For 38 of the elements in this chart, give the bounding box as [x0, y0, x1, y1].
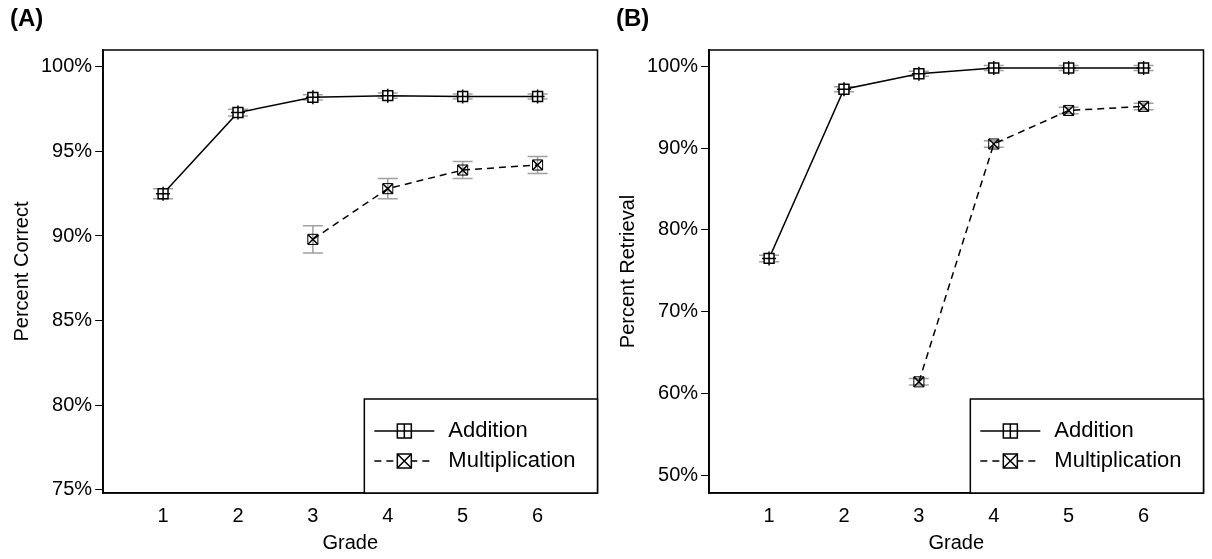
point [913, 376, 925, 388]
chart-title: (B) [616, 4, 650, 32]
x-tick-label: 5 [1063, 503, 1075, 526]
x-tick-label: 1 [763, 503, 775, 526]
legend-label: Addition [1054, 417, 1134, 443]
x-tick-label: 2 [838, 503, 850, 526]
y-axis-title: Percent Retrieval [615, 194, 638, 349]
y-axis-title: Percent Correct [9, 201, 32, 342]
y-tick-label: 85% [52, 308, 93, 331]
x-tick-label: 1 [157, 503, 169, 526]
x-tick-label: 5 [457, 503, 469, 526]
y-tick-label: 70% [658, 299, 699, 322]
point [988, 138, 1000, 150]
legend-label: Multiplication [448, 447, 576, 473]
y-tick-label: 75% [52, 477, 93, 500]
legend-label: Multiplication [1054, 447, 1182, 473]
y-tick-label: 90% [52, 223, 93, 246]
x-tick-label: 6 [1138, 503, 1150, 526]
y-tick-label: 95% [52, 138, 93, 161]
y-tick-label: 90% [658, 135, 699, 158]
point [1137, 100, 1150, 113]
y-tick-label: 50% [658, 462, 699, 485]
x-axis-title: Grade [322, 530, 379, 553]
x-tick-label: 3 [307, 503, 319, 526]
y-tick-label: 100% [41, 54, 93, 77]
x-axis-title: Grade [928, 530, 985, 553]
y-tick-label: 100% [647, 53, 699, 76]
y-tick-label: 60% [658, 380, 699, 403]
point [1062, 104, 1075, 117]
legend-label: Addition [448, 417, 528, 443]
x-tick-label: 3 [913, 503, 925, 526]
chart-title: (A) [10, 4, 44, 32]
x-tick-label: 6 [532, 503, 544, 526]
x-tick-label: 4 [382, 503, 394, 526]
y-tick-label: 80% [52, 392, 93, 415]
x-tick-label: 4 [988, 503, 1000, 526]
x-tick-label: 2 [232, 503, 244, 526]
y-tick-label: 80% [658, 217, 699, 240]
